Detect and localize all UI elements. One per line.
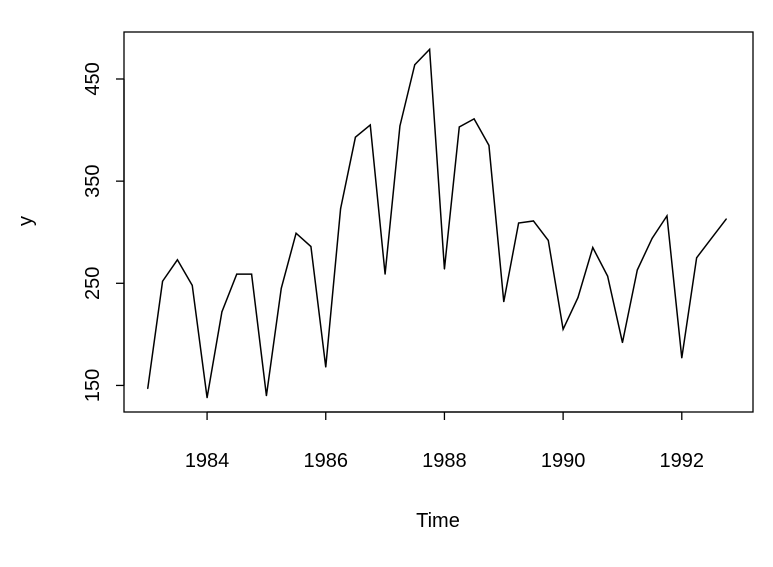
data-point (607, 275, 609, 277)
data-point (710, 237, 713, 239)
data-point (236, 273, 238, 275)
x-tick-label: 1988 (422, 450, 467, 472)
data-point (696, 257, 698, 259)
y-axis-label: y (15, 216, 37, 226)
data-point (221, 311, 223, 313)
data-point (503, 301, 505, 303)
series-group (146, 47, 727, 399)
data-point (473, 118, 475, 120)
data-point (310, 245, 312, 248)
series-line (146, 47, 727, 398)
data-point (176, 259, 179, 261)
data-point (562, 328, 564, 330)
data-point (518, 222, 520, 224)
data-point (577, 296, 579, 299)
data-point (636, 269, 638, 271)
x-axis-label: Time (416, 510, 460, 532)
data-point (399, 125, 401, 127)
data-point (428, 48, 431, 50)
data-point (532, 220, 535, 222)
y-tick-label: 350 (82, 164, 104, 197)
data-point (414, 64, 416, 66)
data-point (280, 287, 282, 289)
data-point (458, 126, 460, 128)
y-axis: 150 250 350 450 (82, 62, 125, 402)
data-point (384, 273, 386, 275)
data-point (295, 232, 297, 234)
data-point (592, 246, 594, 249)
data-point (250, 273, 253, 275)
data-point (681, 357, 683, 359)
x-axis: 1984 1986 1988 1990 1992 (185, 411, 705, 472)
y-tick-label: 450 (82, 62, 104, 95)
data-point (547, 239, 549, 241)
data-point (369, 124, 371, 126)
data-point (725, 218, 727, 220)
data-point (147, 387, 149, 390)
data-point (339, 208, 342, 210)
plot-frame (123, 31, 754, 413)
data-point (443, 268, 446, 270)
data-point (666, 215, 668, 217)
data-point (206, 397, 208, 399)
x-tick-label: 1992 (660, 450, 705, 472)
data-point (325, 366, 327, 368)
x-tick-label: 1990 (541, 450, 586, 472)
data-point (161, 280, 164, 282)
data-point (488, 144, 490, 146)
y-tick-label: 150 (82, 369, 104, 402)
y-tick-label: 250 (82, 267, 104, 300)
data-point (354, 136, 357, 138)
data-point (621, 341, 624, 344)
data-point (651, 237, 653, 239)
data-point (265, 395, 268, 397)
data-point (191, 284, 193, 286)
x-tick-label: 1984 (185, 450, 230, 472)
x-tick-label: 1986 (304, 450, 349, 472)
